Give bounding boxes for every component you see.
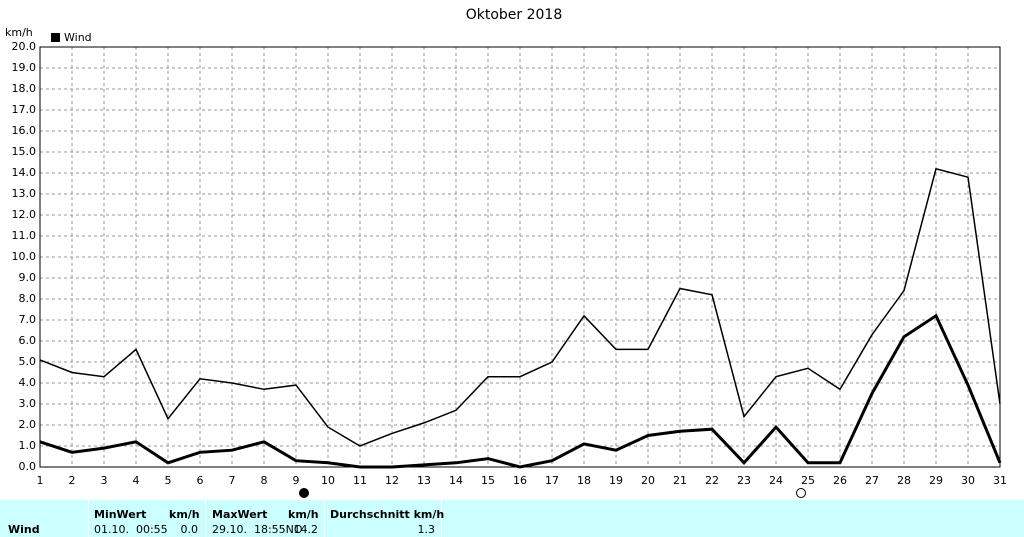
y-tick-label: 3.0 [19,397,37,410]
y-tick-label: 7.0 [19,313,37,326]
x-tick-label: 13 [417,474,431,487]
y-tick-label: 17.0 [12,103,37,116]
y-tick-label: 0.0 [19,460,37,473]
data-line [39,313,1002,469]
x-tick-label: 6 [197,474,204,487]
separator [324,500,325,537]
x-tick-label: 26 [833,474,847,487]
value: 1.3 [417,523,436,536]
summary-table: Wind MinWert km/h 01.10. 00:55 0.0 MaxWe… [0,500,1024,537]
legend-swatch [51,33,60,42]
x-tick-label: 1 [37,474,44,487]
y-tick-label: 19.0 [12,61,37,74]
x-tick-label: 29 [929,474,943,487]
row-label: Wind [8,523,40,536]
x-tick-label: 21 [673,474,687,487]
y-tick-label: 12.0 [12,208,37,221]
y-tick-label: 9.0 [19,271,37,284]
x-tick-label: 8 [261,474,268,487]
x-tick-label: 4 [133,474,140,487]
header: Durchschnitt km/h [330,508,445,521]
separator [441,500,442,537]
y-tick-label: 2.0 [19,418,37,431]
value: 0.0 [180,523,199,536]
time: 01.10. 00:55 [94,523,168,536]
x-tick-label: 2 [69,474,76,487]
x-tick-label: 27 [865,474,879,487]
unit: km/h [169,508,200,521]
x-tick-label: 9 [293,474,300,487]
x-tick-label: 14 [449,474,463,487]
x-tick-label: 17 [545,474,559,487]
x-tick-label: 22 [705,474,719,487]
x-tick-label: 19 [609,474,623,487]
x-tick-label: 18 [577,474,591,487]
legend-label: Wind [64,31,92,44]
header: MinWert [94,508,147,521]
y-axis-label: km/h [5,26,33,39]
separator [88,500,89,537]
y-tick-label: 11.0 [12,229,37,242]
x-tick-label: 20 [641,474,655,487]
y-tick-label: 5.0 [19,355,37,368]
x-tick-label: 7 [229,474,236,487]
separator [205,500,206,537]
x-tick-label: 15 [481,474,495,487]
y-tick-label: 16.0 [12,124,37,137]
x-tick-label: 12 [385,474,399,487]
y-tick-label: 10.0 [12,250,37,263]
unit: km/h [288,508,319,521]
x-tick-label: 24 [769,474,783,487]
y-tick-label: 8.0 [19,292,37,305]
x-tick-label: 3 [101,474,108,487]
value: 14.2 [293,523,319,536]
y-tick-label: 1.0 [19,439,37,452]
moon-icon [796,488,806,498]
x-tick-label: 23 [737,474,751,487]
x-tick-label: 28 [897,474,911,487]
time: 29.10. 18:55NO [212,523,303,536]
x-tick-label: 5 [165,474,172,487]
x-tick-label: 11 [353,474,367,487]
y-tick-label: 13.0 [12,187,37,200]
header: MaxWert [212,508,268,521]
y-tick-label: 6.0 [19,334,37,347]
y-tick-label: 14.0 [12,166,37,179]
y-tick-label: 18.0 [12,82,37,95]
y-tick-label: 20.0 [12,40,37,53]
x-tick-label: 16 [513,474,527,487]
x-tick-label: 10 [321,474,335,487]
chart: Oktober 2018 km/h Wind 0.0 1.0 2.0 3.0 4.0 5.… [5,7,1007,498]
chart-title: Oktober 2018 [466,7,563,23]
data-line [39,167,1001,447]
x-tick-label: 31 [993,474,1007,487]
moon-icon [299,488,309,498]
y-tick-label: 15.0 [12,145,37,158]
x-tick-label: 25 [801,474,815,487]
y-tick-label: 4.0 [19,376,37,389]
x-tick-label: 30 [961,474,975,487]
